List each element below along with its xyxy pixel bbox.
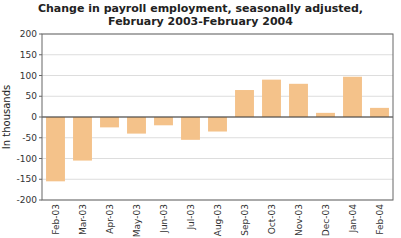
- bar: [235, 90, 254, 117]
- bars: [46, 77, 389, 182]
- grid-line: [42, 54, 393, 55]
- y-tick-label: 0: [31, 112, 37, 122]
- y-tick-label: 200: [20, 29, 37, 39]
- bar: [289, 84, 308, 117]
- bar: [316, 113, 335, 117]
- subtitle: February 2003-February 2004: [108, 15, 293, 28]
- y-tick-label: 50: [26, 91, 38, 101]
- x-tick-label: Mar-03: [78, 204, 88, 235]
- grid-line: [42, 96, 393, 97]
- bar: [181, 117, 200, 140]
- y-tick-label: -100: [17, 154, 38, 164]
- bar: [154, 117, 173, 125]
- x-tick-label: Jun-03: [159, 204, 169, 234]
- grid-line: [42, 117, 393, 118]
- x-tick-label: Feb-04: [375, 204, 385, 235]
- x-tick-label: Dec-03: [321, 204, 331, 236]
- title: Change in payroll employment, seasonally…: [38, 2, 363, 15]
- bar: [73, 117, 92, 161]
- y-tick-label: -150: [17, 174, 38, 184]
- x-tick-label: Nov-03: [294, 204, 304, 236]
- y-tick-label: -50: [22, 133, 37, 143]
- bar: [208, 117, 227, 132]
- bar: [343, 77, 362, 117]
- x-tick-label: Sep-03: [240, 204, 250, 236]
- x-tick-label: Apr-03: [105, 204, 115, 234]
- y-tick-label: 150: [20, 50, 37, 60]
- x-tick-label: Jan-04: [348, 204, 358, 234]
- plot-frame: [42, 34, 393, 200]
- x-tick-label: Aug-03: [213, 204, 223, 236]
- bar: [370, 108, 389, 117]
- x-tick-label: Oct-03: [267, 204, 277, 234]
- y-axis-label: In thousands: [1, 85, 12, 149]
- chart-container: Change in payroll employment, seasonally…: [0, 0, 401, 238]
- y-tick-label: -200: [17, 195, 38, 205]
- x-tick-label: Jul-03: [186, 204, 196, 231]
- bar: [127, 117, 146, 134]
- grid-line: [42, 179, 393, 180]
- bar: [262, 80, 281, 117]
- grid-line: [42, 75, 393, 76]
- bar: [46, 117, 65, 181]
- grid-line: [42, 158, 393, 159]
- grid: [42, 34, 393, 200]
- bar: [100, 117, 119, 127]
- zero-line: [42, 117, 393, 118]
- grid-line: [42, 137, 393, 138]
- y-tick-label: 100: [20, 71, 37, 81]
- x-tick-label: Feb-03: [51, 204, 61, 235]
- x-tick-label: May-03: [132, 204, 142, 237]
- chart-svg: Change in payroll employment, seasonally…: [0, 0, 401, 238]
